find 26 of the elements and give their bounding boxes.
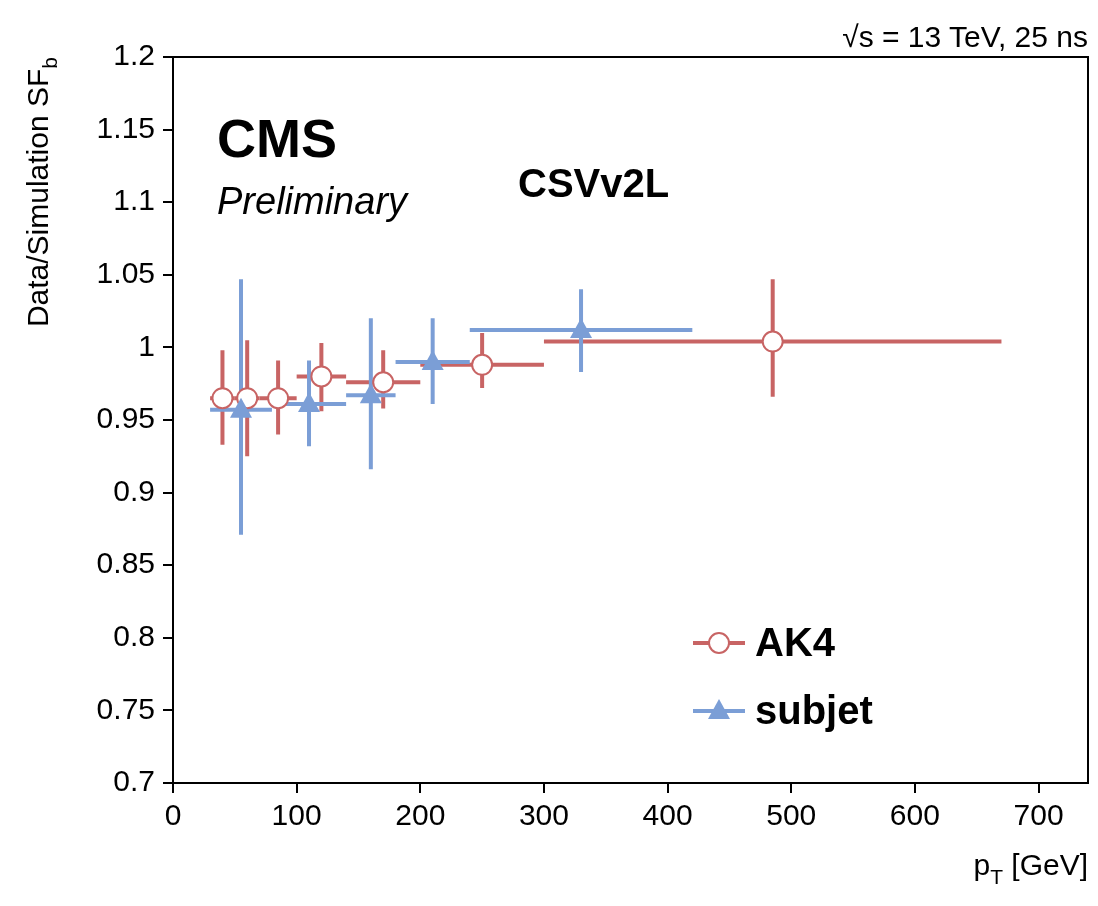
- text: Preliminary: [217, 180, 410, 222]
- text: CMS: [217, 108, 337, 168]
- legend-label: subjet: [755, 688, 873, 733]
- y-tick-label: 1.1: [113, 183, 155, 217]
- y-tick-label: 0.75: [96, 691, 155, 725]
- y-tick-label: 1: [138, 328, 155, 362]
- y-tick-label: 1.15: [96, 110, 155, 144]
- y-tick-label: 0.8: [113, 619, 155, 653]
- x-tick-label: 600: [889, 798, 940, 832]
- legend-label: AK4: [755, 620, 836, 665]
- text: √s = 13 TeV, 25 ns: [842, 20, 1088, 53]
- x-tick-label: 500: [766, 798, 817, 832]
- x-tick-label: 700: [1013, 798, 1064, 832]
- x-tick-label: 400: [642, 798, 693, 832]
- x-tick-label: 300: [518, 798, 569, 832]
- y-axis-title: Data/Simulation SFb: [21, 56, 61, 328]
- annotation: CSVv2L: [518, 161, 670, 205]
- y-tick-label: 1.2: [113, 38, 155, 72]
- y-tick-label: 0.85: [96, 546, 155, 580]
- y-tick-label: 0.9: [113, 473, 155, 507]
- x-tick-label: 100: [271, 798, 322, 832]
- y-tick-label: 0.7: [113, 764, 155, 798]
- x-tick-label: 0: [164, 798, 182, 832]
- y-tick-label: 0.95: [96, 401, 155, 435]
- y-tick-label: 1.05: [96, 256, 155, 290]
- x-tick-label: 200: [395, 798, 446, 832]
